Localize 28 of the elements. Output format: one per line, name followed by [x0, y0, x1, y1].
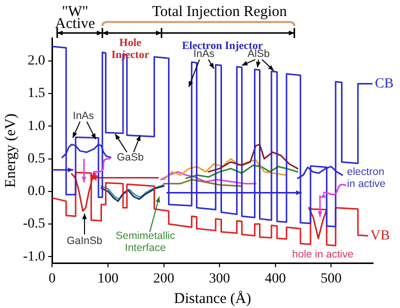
y-tick-label: -1.0	[22, 249, 46, 264]
x-tick-label: 0	[48, 271, 56, 286]
y-tick-label: 1.0	[28, 118, 46, 134]
text: "W" Active	[55, 4, 96, 32]
annotation: CB	[374, 76, 394, 92]
y-tick-label: 2.0	[28, 54, 46, 69]
y-tick-label: 0.5	[28, 151, 46, 166]
x-tick-label: 100	[97, 271, 118, 286]
y-tick-label: 1.5	[28, 86, 46, 102]
annotation: AlSb	[248, 48, 270, 60]
text: Total Injection Region	[152, 4, 288, 20]
annotation: Semimetallic Interface	[116, 230, 176, 254]
annotation: VB	[370, 228, 390, 244]
annotation: InAs	[72, 110, 94, 122]
y-tick-label: 0.0	[28, 184, 46, 200]
annotation: GaSb	[116, 151, 144, 164]
y-axis-title: Energy (eV)	[2, 113, 19, 188]
x-tick-label: 500	[320, 271, 342, 286]
y-tick-label: -0.5	[22, 216, 46, 232]
x-tick-label: 400	[264, 271, 286, 286]
annotation: Hole Injector	[111, 36, 150, 61]
annotation: hole in active	[292, 248, 354, 261]
annotation: electron in active	[346, 166, 386, 190]
annotation: GaInSb	[66, 234, 102, 247]
x-axis-title: Distance (Å)	[174, 290, 252, 307]
annotation: InAs	[193, 48, 214, 60]
x-tick-label: 300	[209, 271, 230, 286]
x-tick-label: 200	[153, 271, 174, 286]
